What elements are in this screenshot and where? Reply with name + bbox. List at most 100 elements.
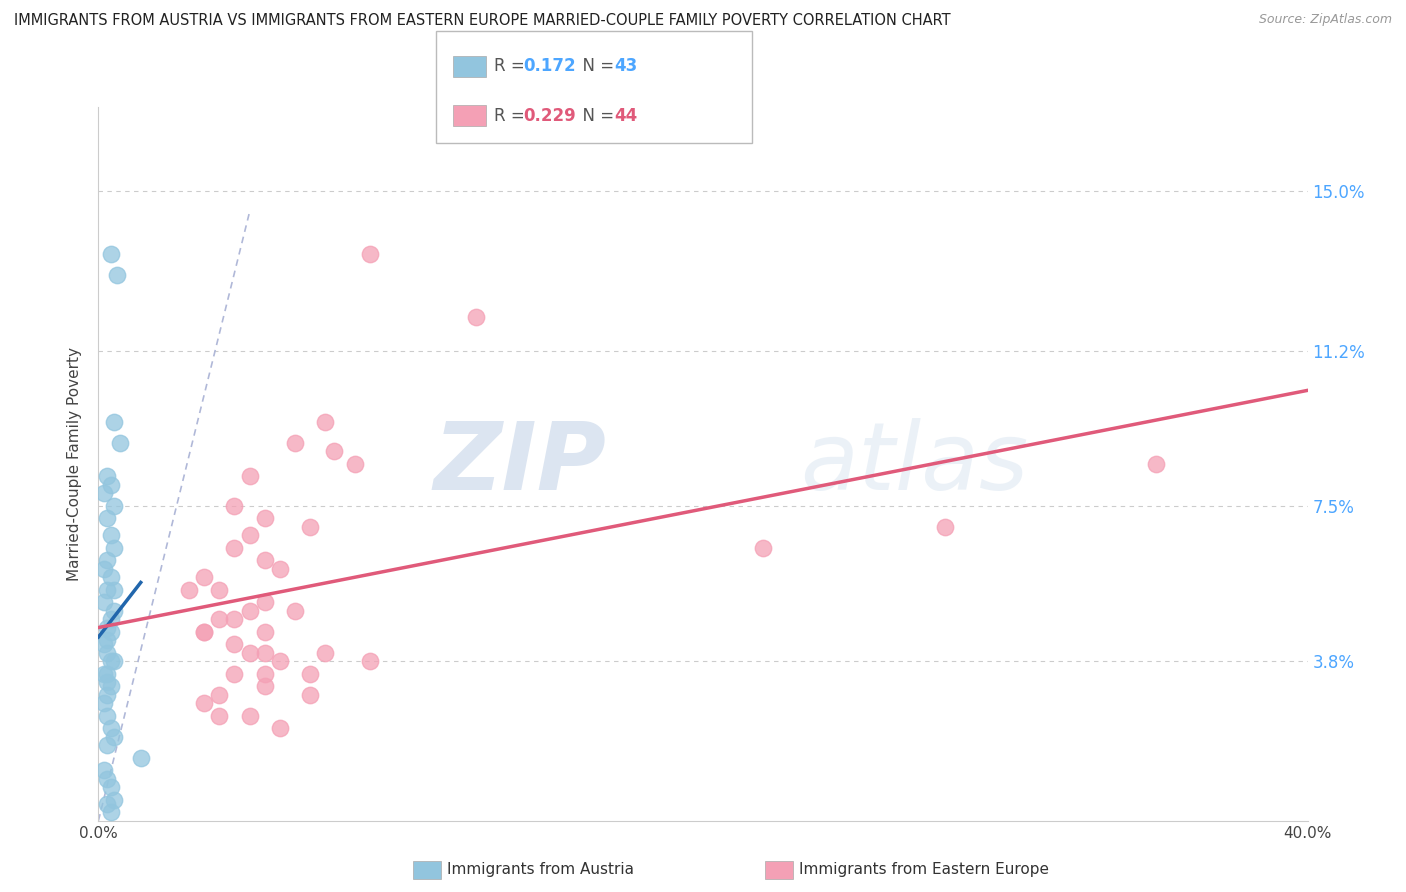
Point bbox=[314, 415, 336, 429]
Text: N =: N = bbox=[572, 107, 620, 125]
Text: R =: R = bbox=[494, 57, 530, 76]
Point bbox=[284, 604, 307, 618]
Text: Immigrants from Austria: Immigrants from Austria bbox=[447, 863, 634, 877]
Point bbox=[93, 696, 115, 710]
Point bbox=[96, 633, 118, 648]
Point bbox=[103, 415, 125, 429]
Point bbox=[253, 511, 276, 525]
Point bbox=[93, 666, 115, 681]
Point bbox=[100, 805, 122, 820]
Point bbox=[105, 268, 128, 282]
Point bbox=[253, 679, 276, 693]
Point bbox=[344, 457, 367, 471]
Point bbox=[100, 612, 122, 626]
Point bbox=[253, 553, 276, 567]
Point bbox=[239, 469, 262, 483]
Point bbox=[100, 570, 122, 584]
Point bbox=[253, 595, 276, 609]
Point bbox=[239, 528, 262, 542]
Point bbox=[96, 688, 118, 702]
Point bbox=[299, 666, 322, 681]
Text: atlas: atlas bbox=[800, 418, 1028, 509]
Text: IMMIGRANTS FROM AUSTRIA VS IMMIGRANTS FROM EASTERN EUROPE MARRIED-COUPLE FAMILY : IMMIGRANTS FROM AUSTRIA VS IMMIGRANTS FR… bbox=[14, 13, 950, 29]
Point bbox=[284, 435, 307, 450]
Point bbox=[103, 499, 125, 513]
Point bbox=[96, 797, 118, 811]
Point bbox=[96, 772, 118, 786]
Point bbox=[96, 621, 118, 635]
Point bbox=[752, 541, 775, 555]
Point bbox=[193, 570, 215, 584]
Point bbox=[179, 582, 201, 597]
Point bbox=[208, 582, 231, 597]
Point bbox=[103, 730, 125, 744]
Point bbox=[239, 708, 262, 723]
Point bbox=[224, 666, 246, 681]
Point bbox=[93, 486, 115, 500]
Point bbox=[1146, 457, 1168, 471]
Point bbox=[93, 562, 115, 576]
Point bbox=[96, 553, 118, 567]
Point bbox=[253, 666, 276, 681]
Point bbox=[208, 688, 231, 702]
Point bbox=[93, 637, 115, 651]
Point bbox=[100, 780, 122, 794]
Text: ZIP: ZIP bbox=[433, 417, 606, 510]
Point bbox=[239, 604, 262, 618]
Text: 0.229: 0.229 bbox=[523, 107, 576, 125]
Y-axis label: Married-Couple Family Poverty: Married-Couple Family Poverty bbox=[67, 347, 83, 581]
Point bbox=[360, 654, 382, 668]
Point bbox=[103, 604, 125, 618]
Point bbox=[193, 624, 215, 639]
Point bbox=[224, 499, 246, 513]
Point bbox=[193, 696, 215, 710]
Text: 0.172: 0.172 bbox=[523, 57, 575, 76]
Point bbox=[269, 721, 291, 735]
Text: Immigrants from Eastern Europe: Immigrants from Eastern Europe bbox=[799, 863, 1049, 877]
Text: R =: R = bbox=[494, 107, 530, 125]
Point bbox=[93, 595, 115, 609]
Point bbox=[103, 792, 125, 806]
Point bbox=[100, 478, 122, 492]
Point bbox=[465, 310, 488, 324]
Point bbox=[253, 646, 276, 660]
Text: Source: ZipAtlas.com: Source: ZipAtlas.com bbox=[1258, 13, 1392, 27]
Point bbox=[108, 435, 131, 450]
Text: 44: 44 bbox=[614, 107, 638, 125]
Point bbox=[96, 511, 118, 525]
Point bbox=[96, 675, 118, 690]
Point bbox=[96, 582, 118, 597]
Point bbox=[360, 247, 382, 261]
Point bbox=[96, 666, 118, 681]
Point bbox=[224, 612, 246, 626]
Point bbox=[208, 708, 231, 723]
Point bbox=[208, 612, 231, 626]
Point bbox=[93, 764, 115, 778]
Point bbox=[100, 654, 122, 668]
Point bbox=[103, 541, 125, 555]
Text: N =: N = bbox=[572, 57, 620, 76]
Point bbox=[314, 646, 336, 660]
Point bbox=[253, 624, 276, 639]
Point bbox=[224, 541, 246, 555]
Point bbox=[239, 646, 262, 660]
Text: 43: 43 bbox=[614, 57, 638, 76]
Point bbox=[100, 247, 122, 261]
Point bbox=[100, 624, 122, 639]
Point bbox=[129, 750, 152, 764]
Point bbox=[100, 721, 122, 735]
Point bbox=[193, 624, 215, 639]
Point bbox=[299, 688, 322, 702]
Point bbox=[96, 469, 118, 483]
Point bbox=[100, 528, 122, 542]
Point bbox=[323, 444, 346, 458]
Point bbox=[103, 582, 125, 597]
Point bbox=[269, 562, 291, 576]
Point bbox=[96, 738, 118, 752]
Point bbox=[934, 520, 956, 534]
Point bbox=[269, 654, 291, 668]
Point bbox=[96, 708, 118, 723]
Point bbox=[224, 637, 246, 651]
Point bbox=[96, 646, 118, 660]
Point bbox=[103, 654, 125, 668]
